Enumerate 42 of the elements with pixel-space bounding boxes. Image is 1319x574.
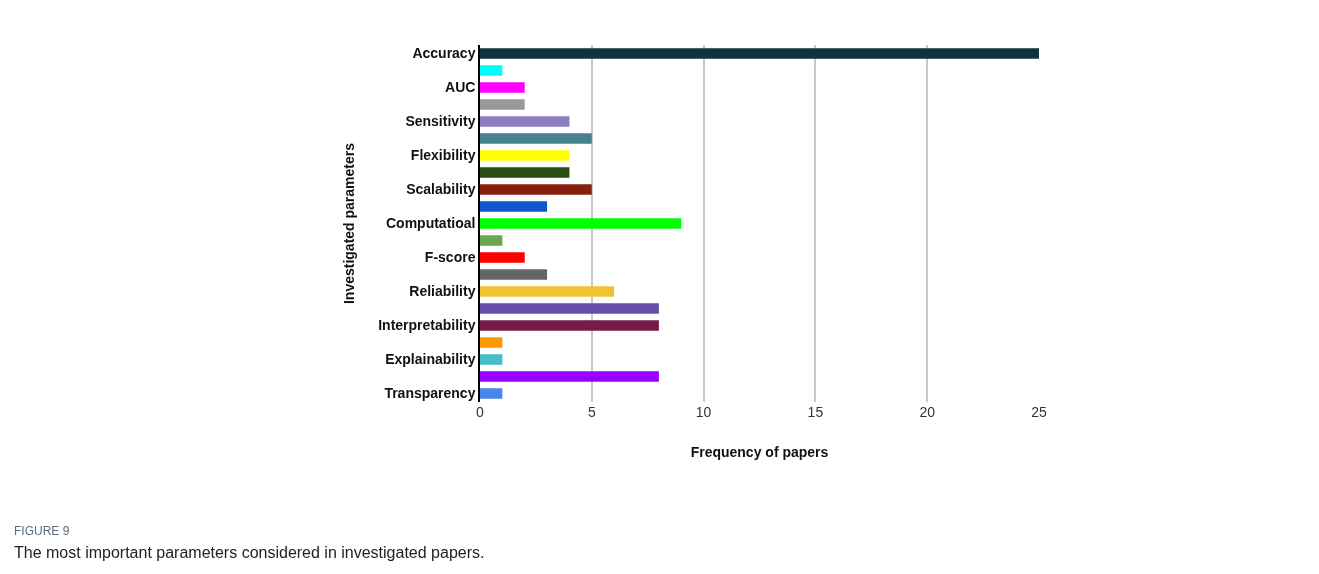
y-tick-label: Sensitivity — [405, 113, 476, 130]
x-tick-label: 10 — [695, 404, 712, 420]
y-tick-label: Scalability — [406, 181, 476, 198]
x-axis-title: Frequency of papers — [690, 444, 829, 461]
bar — [480, 269, 548, 280]
bar — [480, 252, 525, 263]
bar — [480, 116, 570, 127]
bar — [480, 320, 659, 331]
bar — [480, 218, 682, 229]
y-axis-title: Investigated parameters — [341, 142, 358, 305]
y-tick-label: Transparency — [384, 385, 476, 402]
bar — [480, 388, 503, 399]
bar — [480, 201, 548, 212]
bar — [480, 354, 503, 365]
bar — [480, 286, 615, 297]
caption: FIGURE 9 — [14, 524, 70, 538]
bar — [480, 133, 592, 144]
y-tick-label: AUC — [445, 79, 476, 96]
bar — [480, 167, 570, 178]
bar — [480, 99, 525, 110]
y-tick-label: Computatioal — [386, 215, 476, 232]
y-tick-label: Interpretability — [378, 317, 476, 334]
y-tick-label: Flexibility — [410, 147, 476, 164]
y-tick-label: F-score — [424, 249, 476, 266]
x-tick-label: 25 — [1031, 404, 1047, 420]
bar — [480, 235, 503, 246]
bar — [480, 48, 1039, 59]
x-tick-label: 5 — [587, 404, 596, 420]
y-tick-label: Reliability — [409, 283, 476, 300]
bar — [480, 303, 659, 314]
x-tick-label: 15 — [807, 404, 824, 420]
bar — [480, 82, 525, 93]
x-tick-label: 0 — [476, 404, 485, 420]
bar — [480, 65, 503, 76]
bar — [480, 371, 659, 382]
x-tick-label: 20 — [919, 404, 936, 420]
bar — [480, 337, 503, 348]
y-tick-label: Explainability — [385, 351, 476, 368]
bar — [480, 150, 570, 161]
y-tick-label: Accuracy — [412, 45, 476, 62]
bar — [480, 184, 592, 195]
text: The most important parameters considered in investigated papers. — [14, 544, 485, 561]
